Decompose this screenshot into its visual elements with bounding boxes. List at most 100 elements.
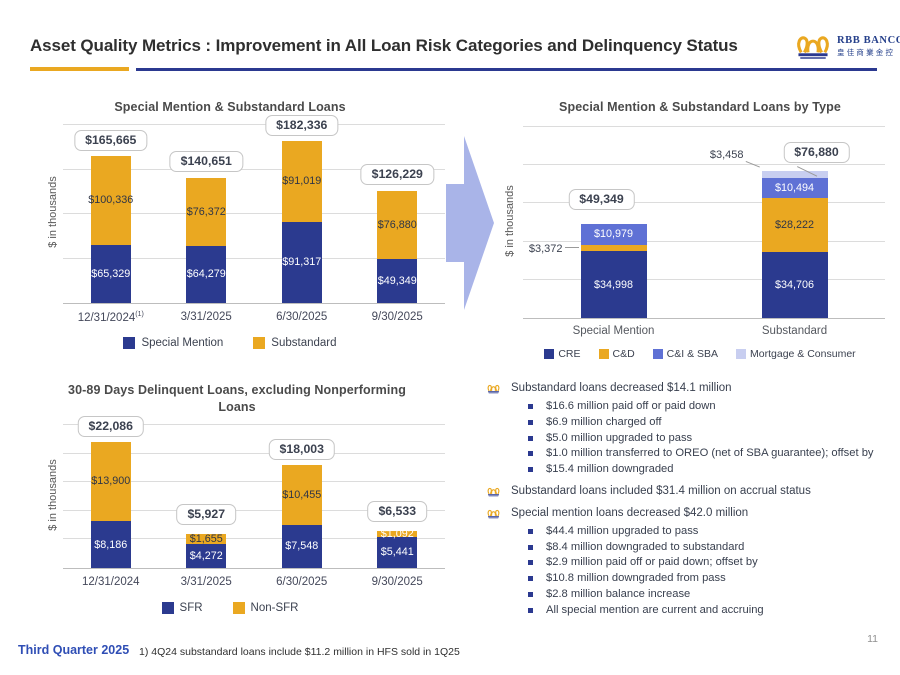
logo-brand-name: RBB BANCORP xyxy=(837,35,900,46)
bar-segment: $10,494 xyxy=(761,177,828,198)
plot-area: $34,998 $3,372 $10,979 $49,349 $34,706 $28,22… xyxy=(523,126,885,319)
total-callout: $165,665 xyxy=(74,129,148,151)
gridline xyxy=(63,124,445,125)
sub-bullet-text: $2.8 million balance increase xyxy=(546,587,691,600)
x-category-label: 9/30/2025 xyxy=(371,311,423,323)
legend-swatch xyxy=(736,349,747,359)
total-callout: $140,651 xyxy=(169,150,243,172)
bullet-item: Substandard loans decreased $14.1 millio… xyxy=(468,381,896,396)
crown-bullet-icon xyxy=(486,486,501,497)
x-axis-labels: 12/31/2024(1) 3/31/2025 6/30/2025 9/30/2025 xyxy=(63,311,445,327)
segment-value-label: $100,336 xyxy=(88,194,134,207)
bar-segment: $1,092 xyxy=(377,528,418,540)
chart-loans-by-type: Special Mention & Substandard Loans by T… xyxy=(500,92,900,377)
gridline xyxy=(63,168,445,170)
bar-segment: $5,441 xyxy=(377,536,418,568)
y-axis-label: $ in thousands xyxy=(47,459,59,531)
segment-value-label: $10,455 xyxy=(282,488,322,501)
logo-text: RBB BANCORP 皇佳商業金控 xyxy=(837,32,900,57)
sub-bullet-item: $44.4 million upgraded to pass xyxy=(468,524,896,539)
leader-line xyxy=(564,246,579,248)
legend-label: Mortgage & Consumer xyxy=(750,348,856,360)
x-category-label: 6/30/2025 xyxy=(276,311,328,323)
bar-segment: $13,900 xyxy=(90,441,131,522)
x-category-label: 9/30/2025 xyxy=(371,576,423,588)
legend-item: Mortgage & Consumer xyxy=(736,348,856,360)
segment-value-label: $49,349 xyxy=(377,275,417,288)
x-category-label: Special Mention xyxy=(572,325,655,337)
chart-delinquent-loans: 30-89 Days Delinquent Loans, excluding N… xyxy=(0,378,460,640)
square-bullet-icon xyxy=(528,451,533,457)
legend-swatch xyxy=(544,349,555,359)
sub-bullet-item: All special mention are current and accr… xyxy=(468,603,896,618)
segment-value-label: $28,222 xyxy=(774,218,815,231)
sub-bullet-text: $1.0 million transferred to OREO (net of… xyxy=(546,447,874,460)
x-category-label: 6/30/2025 xyxy=(276,576,328,588)
x-category-label: 3/31/2025 xyxy=(180,576,232,588)
sub-bullet-text: $2.9 million paid off or paid down; offs… xyxy=(546,556,758,569)
sub-bullet-text: $5.0 million upgraded to pass xyxy=(546,431,693,444)
total-callout: $5,927 xyxy=(176,504,237,526)
bullet-item: Substandard loans included $31.4 million… xyxy=(468,484,896,499)
segment-value-label: $91,317 xyxy=(282,256,322,269)
legend-label: C&D xyxy=(612,348,635,360)
header-blue-underline xyxy=(136,68,877,71)
total-callout: $18,003 xyxy=(268,439,335,461)
legend-label: C&I & SBA xyxy=(666,348,719,360)
sub-bullet-text: $44.4 million upgraded to pass xyxy=(546,524,699,537)
chart-title: Special Mention & Substandard Loans by T… xyxy=(559,100,841,114)
legend-item: Special Mention xyxy=(123,337,223,349)
segment-value-label: $8,186 xyxy=(94,538,128,551)
square-bullet-icon xyxy=(528,560,533,566)
bar-segment: $76,372 xyxy=(186,177,227,246)
x-axis-labels: 12/31/2024 3/31/2025 6/30/2025 9/30/2025 xyxy=(63,576,445,592)
gridline xyxy=(523,126,885,127)
legend-swatch xyxy=(652,349,663,359)
segment-value-label: $3,458 xyxy=(709,149,744,162)
bar-segment: $91,019 xyxy=(281,140,322,222)
gridline xyxy=(63,538,445,540)
bar-segment: $7,548 xyxy=(281,524,322,568)
legend-label: SFR xyxy=(179,602,203,614)
legend-label: Non-SFR xyxy=(250,602,299,614)
segment-value-label: $76,880 xyxy=(377,218,417,231)
sub-bullet-item: $1.0 million transferred to OREO (net of… xyxy=(468,446,896,461)
gridline xyxy=(63,213,445,214)
legend-item: C&D xyxy=(598,348,635,360)
total-callout: $22,086 xyxy=(77,415,144,437)
segment-value-label: $4,272 xyxy=(189,549,223,562)
square-bullet-icon xyxy=(528,419,533,425)
sub-bullet-text: $6.9 million charged off xyxy=(546,415,662,428)
square-bullet-icon xyxy=(528,403,533,409)
legend-swatch xyxy=(232,602,245,614)
segment-value-label: $3,372 xyxy=(528,242,563,255)
bar-segment: $28,222 xyxy=(761,197,828,252)
total-callout: $182,336 xyxy=(265,114,339,136)
legend-swatch xyxy=(161,602,174,614)
y-axis-label: $ in thousands xyxy=(504,185,516,257)
page-number: 11 xyxy=(867,633,878,645)
segment-value-label: $64,279 xyxy=(186,268,226,281)
y-axis-label: $ in thousands xyxy=(47,176,59,248)
bar-segment: $1,655 xyxy=(186,533,227,545)
x-category-label: 3/31/2025 xyxy=(180,311,232,323)
sub-bullet-item: $5.0 million upgraded to pass xyxy=(468,431,896,446)
bar-segment: $100,336 xyxy=(88,155,133,245)
bar-segment: $91,317 xyxy=(281,221,322,303)
bar-segment: $10,979 xyxy=(580,223,647,245)
logo-brand-name-chinese: 皇佳商業金控 xyxy=(837,47,896,57)
crown-bullet-icon xyxy=(486,383,501,394)
bullet-text: Special mention loans decreased $42.0 mi… xyxy=(511,506,749,519)
bar-segment: $8,186 xyxy=(90,521,131,568)
bar-segment xyxy=(761,171,828,178)
bar-segment: $34,998 xyxy=(580,251,647,318)
plot-area: $8,186 $13,900 $22,086 $4,272 $1,655 $5,927 $7… xyxy=(63,415,445,569)
bullet-text: Substandard loans included $31.4 million… xyxy=(511,484,811,497)
legend-item: SFR xyxy=(161,602,203,614)
sub-bullet-text: All special mention are current and accr… xyxy=(546,603,764,616)
bar-segment xyxy=(580,244,647,252)
commentary-bullet-list: Substandard loans decreased $14.1 millio… xyxy=(468,381,896,624)
legend-label: Special Mention xyxy=(141,337,224,349)
segment-value-label: $13,900 xyxy=(91,475,131,488)
